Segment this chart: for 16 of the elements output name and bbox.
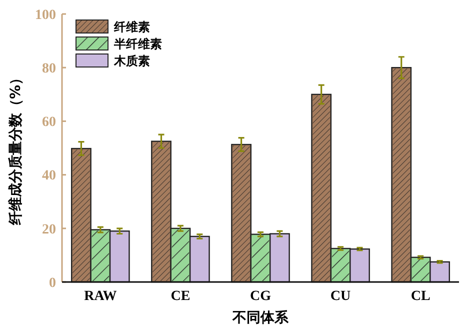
y-tick-label: 80 xyxy=(42,62,56,76)
x-tick-label: CE xyxy=(170,289,190,304)
x-tick-label: CL xyxy=(410,289,430,304)
legend-label: 纤维素 xyxy=(113,20,150,34)
y-tick-label: 20 xyxy=(42,222,56,238)
legend-label: 木质素 xyxy=(113,54,150,68)
y-tick-label: 40 xyxy=(42,168,56,184)
x-tick-label: CU xyxy=(330,289,351,304)
y-tick-label: 0 xyxy=(49,276,56,291)
x-axis-title: 不同体系 xyxy=(232,310,290,326)
x-tick-label: RAW xyxy=(84,289,117,304)
y-tick-label: 100 xyxy=(35,8,56,23)
y-tick-label: 60 xyxy=(42,115,56,130)
y-axis-title: 纤维成分质量分数（%） xyxy=(7,70,24,226)
legend-label: 半纤维素 xyxy=(113,37,162,51)
x-tick-label: CG xyxy=(250,289,272,304)
